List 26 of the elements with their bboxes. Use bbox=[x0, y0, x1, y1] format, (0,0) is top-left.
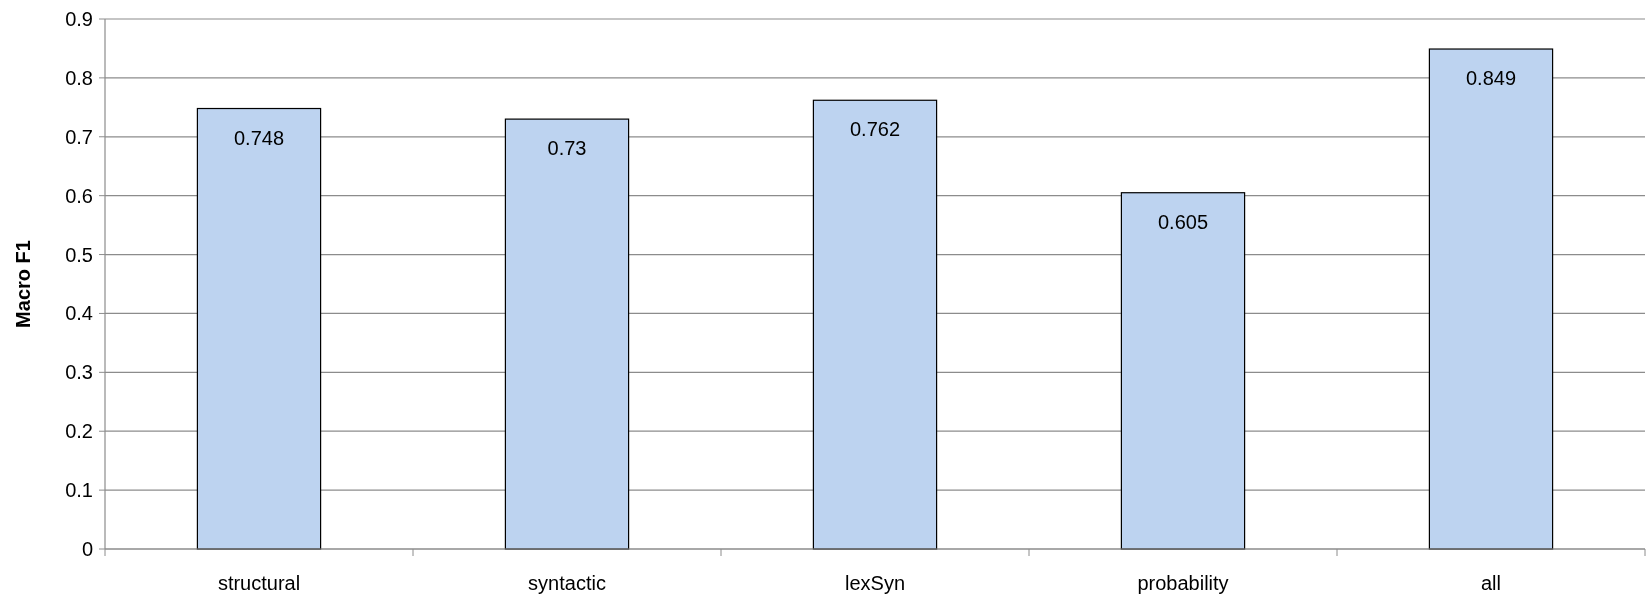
x-tick-label: lexSyn bbox=[844, 572, 906, 594]
data-label: 0.762 bbox=[849, 118, 901, 141]
y-tick-label: 0.3 bbox=[65, 361, 93, 384]
y-tick-label: 0 bbox=[81, 538, 93, 560]
x-tick-label: syntactic bbox=[528, 572, 606, 594]
y-tick-label: 0.4 bbox=[65, 302, 93, 325]
y-tick-label: 0.1 bbox=[65, 479, 93, 502]
y-tick-label: 0.7 bbox=[65, 125, 93, 148]
y-tick-label: 0.8 bbox=[65, 66, 93, 89]
bar bbox=[504, 118, 630, 550]
y-tick-label: 0.6 bbox=[65, 184, 93, 207]
data-label: 0.748 bbox=[233, 126, 285, 149]
bar bbox=[196, 107, 322, 550]
data-label: 0.73 bbox=[547, 137, 587, 160]
bar bbox=[1120, 192, 1246, 550]
x-tick-label: structural bbox=[217, 572, 301, 594]
data-label: 0.605 bbox=[1157, 210, 1209, 233]
y-tick-label: 0.9 bbox=[65, 8, 93, 30]
bar bbox=[812, 99, 938, 550]
x-tick-label: probability bbox=[1137, 572, 1229, 594]
y-tick-label: 0.2 bbox=[65, 420, 93, 443]
x-tick-label: all bbox=[1480, 572, 1502, 594]
bar bbox=[1428, 48, 1554, 550]
y-axis-title: Macro F1 bbox=[12, 240, 34, 328]
y-tick-label: 0.5 bbox=[65, 243, 93, 266]
data-label: 0.849 bbox=[1465, 67, 1517, 90]
